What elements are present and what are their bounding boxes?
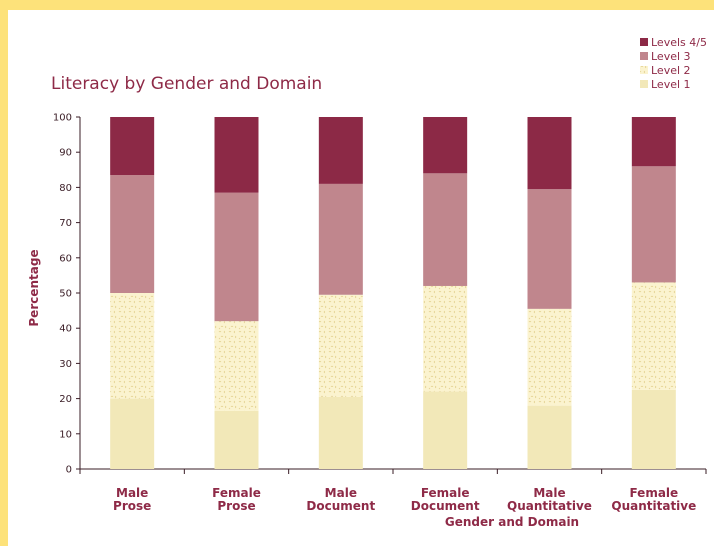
bar-segment-level-2 [110, 293, 155, 399]
bar-segment-level-2 [318, 294, 363, 397]
bar-segment-level-3 [423, 173, 468, 286]
bar-segment-level-1 [631, 389, 676, 469]
y-tick-label: 0 [66, 465, 72, 476]
bar-segment-level-1 [318, 396, 363, 469]
bar-segment-level-2 [631, 282, 676, 390]
y-tick-label: 40 [59, 324, 72, 335]
y-tick-label: 60 [59, 253, 72, 264]
legend-label: Level 3 [651, 50, 691, 63]
legend-swatch [640, 80, 648, 88]
y-tick-label: 80 [59, 183, 72, 194]
bar-segment-level-3 [214, 192, 259, 322]
y-tick-label: 100 [53, 113, 72, 124]
x-category-label-line: Prose [113, 499, 151, 513]
bar-segment-level-2 [527, 308, 572, 406]
stacked-bar-chart: Literacy by Gender and Domain Gender and… [27, 36, 707, 529]
legend-swatch [640, 38, 648, 46]
chart-title: Literacy by Gender and Domain [51, 74, 322, 94]
legend-label: Levels 4/5 [651, 36, 707, 49]
x-category-label-line: Quantitative [611, 499, 696, 513]
legend-swatch [640, 52, 648, 60]
bar-segment-level-1 [423, 391, 468, 469]
bar-segment-level-3 [527, 189, 572, 309]
bar-segment-level-1 [110, 398, 155, 469]
legend-label: Level 2 [651, 64, 691, 77]
x-category-label: Female Prose [212, 486, 261, 513]
y-tick-label: 30 [59, 359, 72, 370]
bar-segment-levels-4-5 [318, 117, 363, 184]
x-category-label-line: Female [212, 486, 261, 500]
x-category-label-line: Male [116, 486, 148, 500]
bar-segment-level-2 [214, 321, 259, 411]
bar-segment-level-3 [631, 166, 676, 283]
x-category-label: Female Document [411, 486, 480, 513]
x-category-label-line: Male [325, 486, 357, 500]
x-category-label: Male Document [306, 486, 375, 513]
legend-label: Level 1 [651, 78, 691, 91]
bar-segment-levels-4-5 [110, 117, 155, 176]
x-category-label: Female Quantitative [611, 486, 696, 513]
bar-segment-levels-4-5 [214, 117, 259, 193]
bar-segment-level-1 [527, 405, 572, 469]
x-category-label-line: Male [533, 486, 565, 500]
x-category-label-line: Prose [217, 499, 255, 513]
chart-panel: Literacy by Gender and Domain Gender and… [8, 10, 714, 546]
y-tick-label: 70 [59, 218, 72, 229]
bar-segment-level-3 [318, 183, 363, 295]
x-category-label-line: Female [421, 486, 470, 500]
y-tick-label: 50 [59, 289, 72, 300]
y-tick-label: 90 [59, 148, 72, 159]
bar-segment-level-3 [110, 175, 155, 293]
x-category-label-line: Document [411, 499, 480, 513]
y-tick-label: 20 [59, 394, 72, 405]
x-category-label: Male Quantitative [507, 486, 592, 513]
legend-swatch [640, 66, 648, 74]
x-category-label: Male Prose [113, 486, 151, 513]
x-category-label-line: Document [306, 499, 375, 513]
bar-segment-level-2 [423, 285, 468, 392]
x-category-label-line: Female [629, 486, 678, 500]
bar-segment-levels-4-5 [631, 117, 676, 167]
y-tick-label: 10 [59, 429, 72, 440]
bar-segment-levels-4-5 [423, 117, 468, 174]
x-axis-title: Gender and Domain [445, 515, 579, 529]
bar-segment-levels-4-5 [527, 117, 572, 190]
bar-segment-level-1 [214, 410, 259, 469]
y-axis-title: Percentage [27, 249, 41, 326]
x-category-label-line: Quantitative [507, 499, 592, 513]
